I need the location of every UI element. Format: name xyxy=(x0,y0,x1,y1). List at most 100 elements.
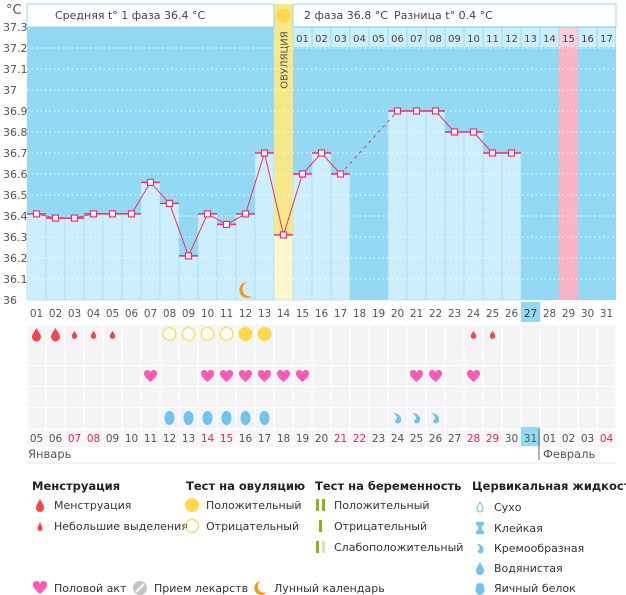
temperature-point xyxy=(431,107,440,115)
phase2-day-label: 08 xyxy=(429,34,442,45)
legend-fluid-sticky: Клейкая xyxy=(472,520,543,536)
marker-cell xyxy=(521,366,540,386)
marker-cell xyxy=(483,345,502,365)
marker-cell xyxy=(369,366,388,386)
temperature-bar xyxy=(216,224,237,301)
cycle-day-label: 13 xyxy=(258,308,271,320)
marker-cell xyxy=(350,408,369,428)
egg-white-icon xyxy=(164,411,175,425)
temperature-point xyxy=(412,107,421,115)
phase2-day-cell xyxy=(540,28,559,47)
cycle-day-label: 11 xyxy=(220,308,233,320)
calendar-date-label: 03 xyxy=(581,433,594,445)
marker-cell xyxy=(46,387,65,407)
calendar-date-label: 23 xyxy=(372,433,385,445)
marker-cell xyxy=(578,366,597,386)
legend-pregnancy-positive: Положительный xyxy=(312,497,430,513)
temperature-bar xyxy=(406,110,427,301)
calendar-date-label: 11 xyxy=(144,433,157,445)
egg-white-icon xyxy=(202,411,213,425)
y-tick-label: 36.4 xyxy=(3,210,28,223)
calendar-date-label: 02 xyxy=(562,433,575,445)
calendar-date-label: 30 xyxy=(505,433,518,445)
marker-cell xyxy=(464,387,483,407)
calendar-date-label: 06 xyxy=(49,433,63,445)
moon-icon xyxy=(239,281,253,298)
marker-cell xyxy=(350,345,369,365)
marker-cell xyxy=(84,408,103,428)
creamy-fluid-icon xyxy=(431,413,440,424)
legend-label: Отрицательный xyxy=(206,519,300,533)
marker-cell xyxy=(521,387,540,407)
egg-white-icon xyxy=(221,411,232,425)
cycle-day-label: 02 xyxy=(49,308,62,320)
marker-cell xyxy=(103,408,122,428)
marker-cell xyxy=(217,387,236,407)
date-cell xyxy=(255,429,274,447)
date-cell xyxy=(407,429,426,447)
temperature-bar xyxy=(64,217,85,301)
y-tick-label: 37.3 xyxy=(3,21,28,34)
menstruation-drop-icon xyxy=(32,328,41,342)
legend-label: Положительный xyxy=(334,498,430,512)
cycle-day-label: 26 xyxy=(505,308,519,320)
calendar-date-label: 31 xyxy=(524,433,537,445)
temperature-bar xyxy=(26,213,47,301)
marker-cell xyxy=(274,387,293,407)
marker-cell xyxy=(540,408,559,428)
phase2-day-label: 03 xyxy=(334,34,347,45)
date-cell xyxy=(198,429,217,447)
cycle-day-label: 03 xyxy=(68,308,81,320)
date-cell xyxy=(312,429,331,447)
pill-icon xyxy=(133,581,147,595)
spotting-drop-icon xyxy=(109,330,116,339)
marker-cell xyxy=(350,325,369,345)
marker-cell xyxy=(331,366,350,386)
phase2-day-cell xyxy=(445,28,464,47)
marker-cell xyxy=(521,325,540,345)
ovulation-negative-icon xyxy=(200,327,215,341)
marker-cell xyxy=(179,345,198,365)
spotting-drop-icon xyxy=(71,330,78,339)
heart-icon xyxy=(257,369,272,382)
month-label: Февраль xyxy=(543,447,595,461)
cycle-day-label: 27 xyxy=(524,308,537,320)
date-cell xyxy=(369,429,388,447)
date-cell xyxy=(464,429,483,447)
heart-icon xyxy=(295,369,310,382)
egg-white-icon xyxy=(259,411,270,425)
marker-cell xyxy=(274,408,293,428)
marker-cell xyxy=(407,345,426,365)
date-cell xyxy=(141,429,160,447)
cycle-day-label: 06 xyxy=(125,308,139,320)
calendar-date-label: 12 xyxy=(163,433,176,445)
calendar-date-label: 04 xyxy=(600,433,614,445)
legend-fluid-egg-white: Яичный белок xyxy=(472,580,576,595)
marker-cell xyxy=(160,345,179,365)
date-cell xyxy=(331,429,350,447)
date-cell xyxy=(502,429,521,447)
heart-icon xyxy=(276,369,291,382)
temperature-point xyxy=(108,210,117,218)
marker-cell xyxy=(407,325,426,345)
ovulation-negative-icon xyxy=(219,327,234,341)
marker-cell xyxy=(293,387,312,407)
date-cell xyxy=(445,429,464,447)
drop-icon xyxy=(36,499,44,512)
cycle-day-label: 10 xyxy=(201,308,214,320)
cycle-day-label: 21 xyxy=(410,308,423,320)
marker-cell xyxy=(559,408,578,428)
legend-label: Кремообразная xyxy=(494,541,585,555)
temperature-bar xyxy=(159,203,180,301)
temperature-point xyxy=(241,210,250,218)
marker-cell xyxy=(369,345,388,365)
temperature-point xyxy=(32,210,41,218)
calendar-date-label: 05 xyxy=(30,433,43,445)
marker-cell xyxy=(141,408,160,428)
marker-cell xyxy=(369,408,388,428)
cycle-day-label: 14 xyxy=(277,308,291,320)
temperature-point xyxy=(165,199,174,207)
temperature-point xyxy=(260,149,269,157)
y-tick-label: 36 xyxy=(3,294,17,307)
calendar-date-label: 18 xyxy=(277,433,290,445)
